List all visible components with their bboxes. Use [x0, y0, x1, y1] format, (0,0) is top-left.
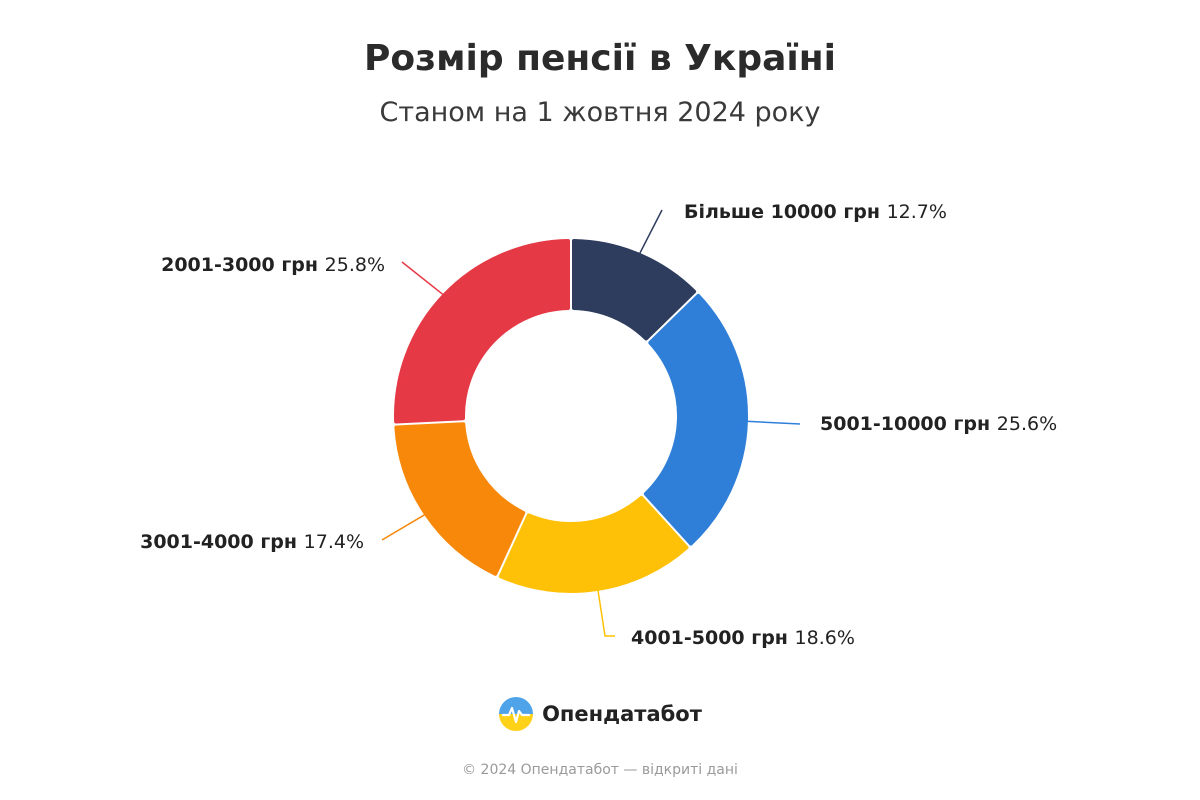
- donut-slice: [572, 239, 697, 341]
- chart-subtitle: Станом на 1 жовтня 2024 року: [379, 97, 821, 128]
- leader-line: [381, 512, 429, 541]
- leader-line: [743, 420, 801, 425]
- donut-slice: [394, 239, 570, 424]
- slice-value: 12.7%: [887, 201, 947, 223]
- slice-category: Більше 10000 грн: [684, 201, 887, 223]
- slice-label: 2001-3000 грн 25.8%: [161, 254, 385, 276]
- slice-category: 5001-10000 грн: [820, 413, 997, 435]
- leader-line: [596, 586, 615, 637]
- slice-label: 3001-4000 грн 17.4%: [140, 531, 364, 553]
- donut-slice: [498, 495, 689, 593]
- leader-line: [637, 209, 663, 257]
- footer-copyright: © 2024 Опендатабот — відкриті дані: [462, 762, 738, 778]
- leader-line: [401, 261, 447, 298]
- slice-value: 18.6%: [795, 627, 855, 649]
- slice-label: 5001-10000 грн 25.6%: [820, 413, 1057, 435]
- slice-category: 3001-4000 грн: [140, 531, 304, 553]
- slice-category: 2001-3000 грн: [161, 254, 325, 276]
- slice-label: 4001-5000 грн 18.6%: [631, 627, 855, 649]
- chart-title: Розмір пенсії в Україні: [364, 38, 836, 79]
- donut-slice: [643, 293, 748, 546]
- slice-value: 25.8%: [325, 254, 385, 276]
- slice-category: 4001-5000 грн: [631, 627, 795, 649]
- opendatabot-logo-icon: [499, 697, 534, 731]
- slice-value: 25.6%: [997, 413, 1057, 435]
- brand: Опендатабот: [0, 696, 1200, 732]
- donut-slice: [394, 422, 526, 576]
- brand-name: Опендатабот: [542, 702, 702, 726]
- slice-label: Більше 10000 грн 12.7%: [684, 201, 947, 223]
- slice-value: 17.4%: [304, 531, 364, 553]
